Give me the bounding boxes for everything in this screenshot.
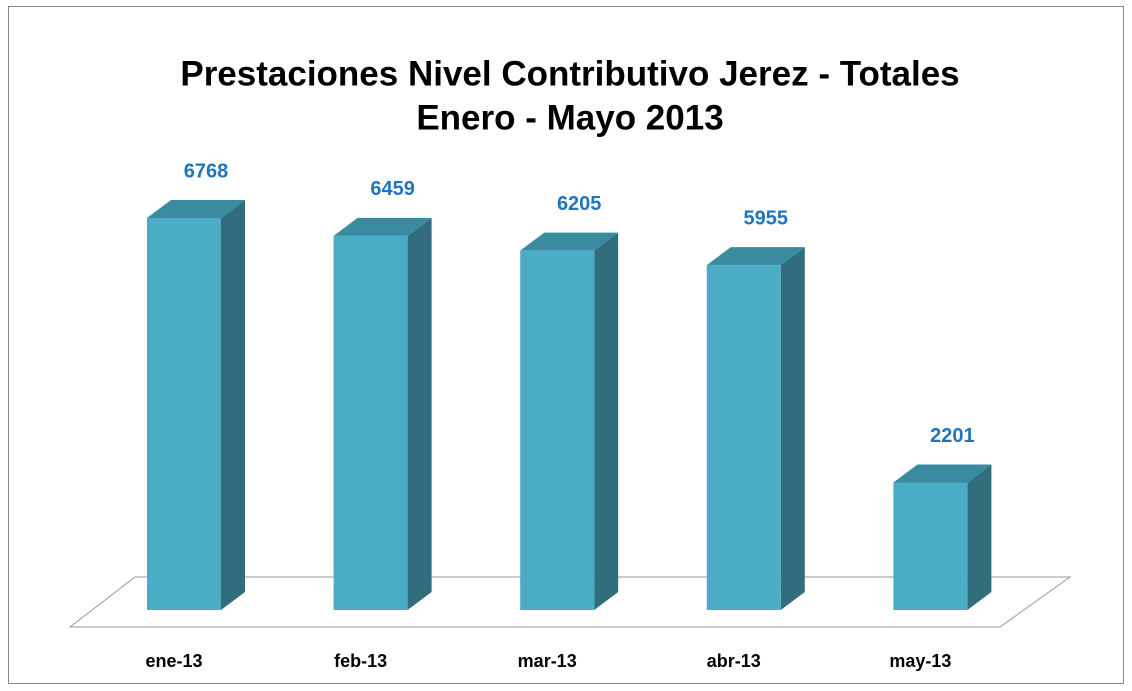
bar (706, 247, 805, 610)
bar-top (893, 464, 992, 483)
x-tick-label: may-13 (889, 651, 951, 671)
value-label: 6459 (370, 178, 415, 200)
bar (333, 217, 432, 610)
bar (520, 232, 619, 610)
bar-top (333, 217, 432, 236)
bar-side (780, 247, 805, 610)
x-tick-label: abr-13 (707, 651, 761, 671)
x-tick-label: mar-13 (518, 651, 577, 671)
bar-side (594, 232, 619, 610)
chart-title: Prestaciones Nivel Contributivo Jerez - … (180, 54, 959, 93)
value-label: 6768 (184, 160, 229, 182)
bar-side (407, 217, 432, 610)
value-label: 5955 (744, 207, 789, 229)
bar (893, 464, 992, 610)
bar-front (893, 482, 968, 610)
bar-side (967, 464, 992, 610)
bar-side (221, 200, 245, 610)
bar-top (147, 200, 245, 218)
bar-front (706, 265, 781, 610)
bar-top (706, 247, 805, 266)
bar-front (520, 250, 595, 610)
value-label: 6205 (557, 193, 602, 215)
chart-subtitle: Enero - Mayo 2013 (416, 98, 723, 137)
x-tick-label: ene-13 (145, 651, 202, 671)
bar-top (520, 232, 619, 251)
bar-front (333, 235, 408, 610)
bar (147, 200, 245, 610)
bar-front (147, 218, 221, 610)
value-label: 2201 (930, 425, 975, 447)
x-tick-label: feb-13 (334, 651, 387, 671)
